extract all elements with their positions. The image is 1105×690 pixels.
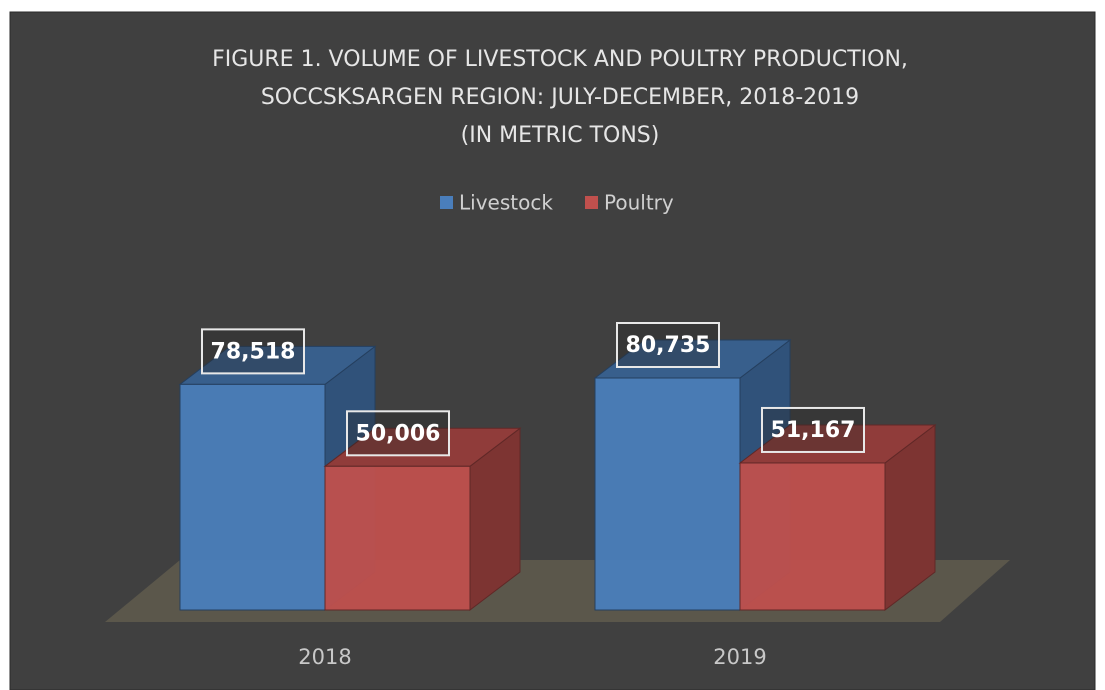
legend-swatch bbox=[585, 196, 598, 209]
data-label: 50,006 bbox=[356, 421, 441, 446]
data-label-box bbox=[346, 410, 450, 457]
bar bbox=[324, 465, 471, 611]
legend-swatch bbox=[440, 196, 453, 209]
data-label-box bbox=[201, 328, 305, 375]
bar bbox=[594, 377, 741, 611]
data-label-box bbox=[761, 406, 865, 453]
x-tick-label: 2019 bbox=[713, 645, 766, 669]
bar bbox=[179, 383, 326, 611]
chart-title: SOCCSKSARGEN REGION: JULY-DECEMBER, 2018… bbox=[261, 85, 859, 110]
legend-label: Livestock bbox=[459, 191, 553, 215]
x-tick-label: 2018 bbox=[298, 645, 351, 669]
chart-title: FIGURE 1. VOLUME OF LIVESTOCK AND POULTR… bbox=[212, 47, 908, 72]
data-label-box bbox=[616, 322, 720, 368]
chart-title: (IN METRIC TONS) bbox=[461, 123, 660, 148]
data-label: 78,518 bbox=[211, 339, 296, 364]
legend-label: Poultry bbox=[604, 191, 674, 215]
bar bbox=[739, 462, 886, 611]
data-label: 51,167 bbox=[771, 418, 856, 443]
data-label: 80,735 bbox=[626, 333, 711, 358]
